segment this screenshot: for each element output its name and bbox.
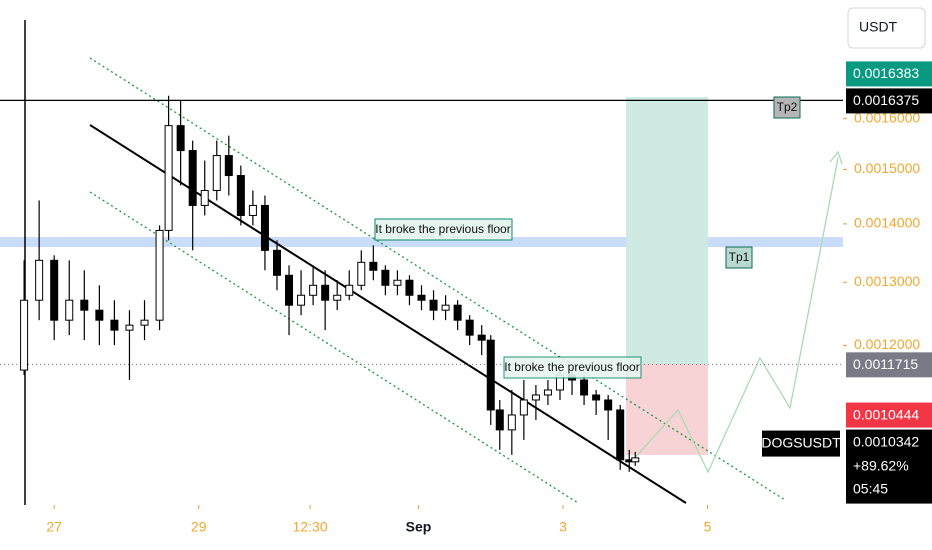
candle-body xyxy=(381,269,390,286)
price-axis: USDT 0.0012000 0.0013000 0.0014000 0.001500… xyxy=(46,7,932,535)
y-tick-label: 0.0015000 xyxy=(854,160,920,176)
tp-box xyxy=(773,96,801,119)
price-badge xyxy=(846,61,932,87)
tp-box xyxy=(725,246,753,269)
candle-body xyxy=(405,279,414,296)
annotation: It broke the previous floor xyxy=(504,360,639,374)
candle-body xyxy=(519,399,528,416)
price-badge-label: 0.0016383 xyxy=(853,65,919,81)
candle-body xyxy=(345,284,354,296)
candle-body xyxy=(297,294,306,306)
candle-body xyxy=(507,414,516,431)
loss-zone xyxy=(626,364,708,455)
candle-body xyxy=(580,379,589,396)
candle-body xyxy=(20,299,29,371)
price-badge-label: 0.0010342 xyxy=(853,433,919,449)
candle-body xyxy=(285,274,294,306)
candle-body xyxy=(333,294,342,301)
candle-body xyxy=(357,261,366,286)
price-badge xyxy=(846,429,932,504)
candle-body xyxy=(592,394,601,401)
x-tick-label: 27 xyxy=(46,519,62,535)
candle-body xyxy=(50,259,59,321)
currency-button[interactable] xyxy=(847,7,926,49)
candle-body xyxy=(164,125,173,231)
x-tick-label: Sep xyxy=(406,519,432,535)
y-tick-label: 0.0013000 xyxy=(854,273,920,289)
candles xyxy=(20,95,640,472)
annotations: It broke the previous floor It broke the… xyxy=(374,96,801,379)
profit-zone xyxy=(626,97,708,364)
price-badge xyxy=(846,402,932,428)
price-badge-label: 0.0016375 xyxy=(853,92,919,108)
support-band xyxy=(0,237,843,247)
candle-body xyxy=(248,204,257,216)
channel-lower xyxy=(89,191,579,504)
y-tick-label: 0.0012000 xyxy=(854,336,920,352)
channel-upper xyxy=(89,57,786,501)
candle-body xyxy=(272,249,281,276)
candle-body xyxy=(321,284,330,301)
x-tick-label: 5 xyxy=(704,519,712,535)
candle-body xyxy=(110,319,119,331)
y-tick-label: 0.0014000 xyxy=(854,215,920,231)
candle-body xyxy=(200,190,209,206)
candle-body xyxy=(441,304,450,311)
change-label: +89.62% xyxy=(853,457,909,473)
candle-body xyxy=(477,334,486,341)
candle-body xyxy=(125,324,134,331)
candle-body xyxy=(155,229,164,321)
candle-body xyxy=(309,284,318,296)
background-layer xyxy=(0,20,843,505)
candle-body xyxy=(65,299,74,321)
x-tick-label: 29 xyxy=(191,519,207,535)
candle-body xyxy=(417,294,426,301)
candle-body xyxy=(631,457,640,463)
candle-body xyxy=(236,175,245,216)
candle-body xyxy=(95,309,104,321)
candle-body xyxy=(486,339,495,411)
projection-path xyxy=(632,157,839,474)
annotation: It broke the previous floor xyxy=(375,222,510,236)
projection-arrow xyxy=(829,150,843,165)
candle-body xyxy=(543,389,552,396)
countdown-label: 05:45 xyxy=(853,480,888,496)
candle-body xyxy=(393,279,402,286)
price-badge xyxy=(846,88,932,114)
x-tick-label: 3 xyxy=(559,519,567,535)
price-badge xyxy=(846,352,932,378)
tp-label: Tp2 xyxy=(777,100,798,114)
symbol-label: DOGSUSDT xyxy=(761,434,841,450)
tp-label: Tp1 xyxy=(729,250,750,264)
candle-body xyxy=(260,204,269,251)
price-badge-label: 0.0011715 xyxy=(853,356,918,372)
candle-body xyxy=(224,155,233,177)
candle-body xyxy=(80,299,89,311)
candle-body xyxy=(140,319,149,326)
candle-body xyxy=(465,319,474,336)
candle-body xyxy=(531,394,540,401)
candle-body xyxy=(495,409,504,431)
candle-body xyxy=(188,150,197,206)
candle-body xyxy=(453,304,462,321)
candle-body xyxy=(176,125,185,152)
annotation-box xyxy=(503,356,642,379)
x-tick-label: 12:30 xyxy=(293,519,328,535)
annotation-box xyxy=(374,218,513,241)
candle-body xyxy=(212,155,221,192)
price-badge-label: 0.0010444 xyxy=(853,406,919,422)
candle-body xyxy=(616,409,625,461)
symbol-badge xyxy=(762,430,840,457)
candle-body xyxy=(35,259,44,301)
candle-body xyxy=(429,299,438,311)
candle-body xyxy=(369,261,378,271)
currency-label: USDT xyxy=(859,19,898,35)
candle-body xyxy=(604,399,613,411)
